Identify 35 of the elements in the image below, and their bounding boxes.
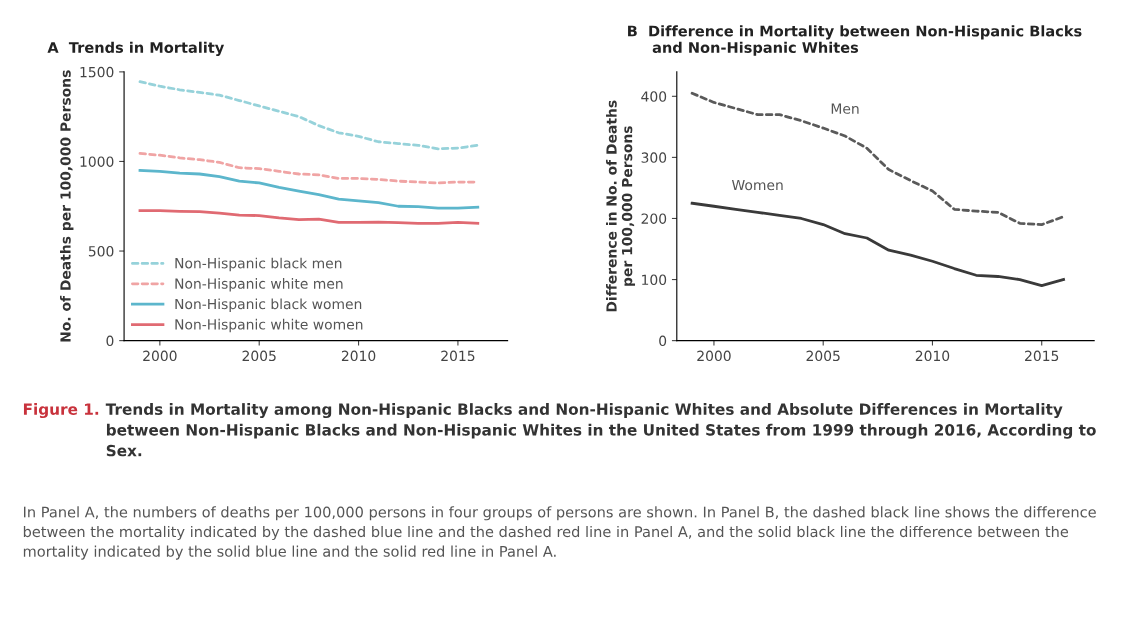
line-series xyxy=(138,169,480,210)
line-series xyxy=(138,80,480,151)
x-tick-label: 2015 xyxy=(1025,350,1059,362)
legend-label: Non-Hispanic black women xyxy=(175,298,362,312)
x-tick-label: 2010 xyxy=(341,350,376,362)
y-tick-label: 0 xyxy=(106,335,114,347)
legend-label: Non-Hispanic white women xyxy=(175,318,363,333)
text: Trends in Mortality among Non-Hispanic Blacks and Non-Hispanic Whites and Absolute Differences in Mortality between Non-Hispanic Blacks and Non-Hispanic Whites in the United States from 1999 through 2016, According to Sex. xyxy=(105,403,1096,457)
y-axis-title: Difference in No. of Deaths per 100,000 Persons xyxy=(606,100,636,312)
legend-label: Non-Hispanic white men xyxy=(175,278,343,292)
y-tick-label: 200 xyxy=(641,213,667,224)
y-tick-label: 300 xyxy=(641,152,667,163)
line-series xyxy=(138,209,480,225)
y-tick-label: 500 xyxy=(88,246,114,257)
chart-title: A Trends in Mortality xyxy=(47,41,225,56)
series-label: Men xyxy=(831,103,859,114)
x-tick-label: 2015 xyxy=(441,350,475,362)
x-tick-label: 2005 xyxy=(242,350,276,362)
y-tick-label: 100 xyxy=(642,274,667,286)
chart-title: B Difference in Mortality between Non-Hispanic Blacks and Non-Hispanic Whites xyxy=(628,25,1082,56)
x-tick-label: 2005 xyxy=(806,350,840,362)
x-tick-label: 2000 xyxy=(697,350,731,362)
y-tick-label: 400 xyxy=(641,91,667,102)
text: In Panel A, the numbers of deaths per 100,000 persons in four groups of persons are shown. In Panel B, the dashed black line shows the difference between the mortality indicated by the dashed blue line and the dashed red line in Panel A, and the solid black line the difference between the mortality indicated by the solid blue line and the solid red line in Panel A. xyxy=(23,506,1096,560)
x-tick-label: 2000 xyxy=(143,350,177,362)
y-tick-label: 1000 xyxy=(80,156,114,167)
line-series xyxy=(690,91,1065,226)
y-axis-title: No. of Deaths per 100,000 Persons xyxy=(60,70,74,342)
line-series xyxy=(690,201,1065,288)
series-label: Women xyxy=(731,179,783,191)
caption: Figure 1. xyxy=(23,403,99,419)
y-tick-label: 1500 xyxy=(80,66,114,78)
x-tick-label: 2010 xyxy=(915,350,950,362)
y-tick-label: 0 xyxy=(659,335,667,347)
legend-label: Non-Hispanic black men xyxy=(175,257,342,272)
